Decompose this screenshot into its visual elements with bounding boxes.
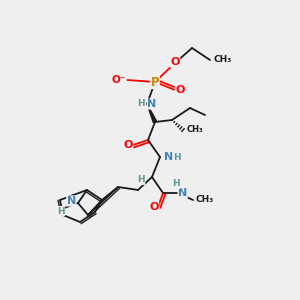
Text: CH₃: CH₃ — [196, 196, 214, 205]
Text: N: N — [147, 99, 157, 109]
Text: O⁻: O⁻ — [112, 75, 126, 85]
Text: H: H — [137, 176, 145, 184]
Text: CH₃: CH₃ — [187, 125, 204, 134]
Text: H: H — [172, 179, 180, 188]
Text: O: O — [170, 57, 180, 67]
Text: P: P — [151, 76, 159, 88]
Text: H: H — [137, 100, 145, 109]
Text: O: O — [149, 202, 159, 212]
Text: O: O — [123, 140, 133, 150]
Text: O: O — [175, 85, 185, 95]
Text: H: H — [57, 206, 65, 215]
Text: N: N — [178, 188, 187, 198]
Text: N: N — [164, 152, 173, 162]
Text: H: H — [173, 152, 181, 161]
Polygon shape — [147, 104, 157, 123]
Text: N: N — [67, 196, 76, 206]
Text: CH₃: CH₃ — [213, 56, 231, 64]
